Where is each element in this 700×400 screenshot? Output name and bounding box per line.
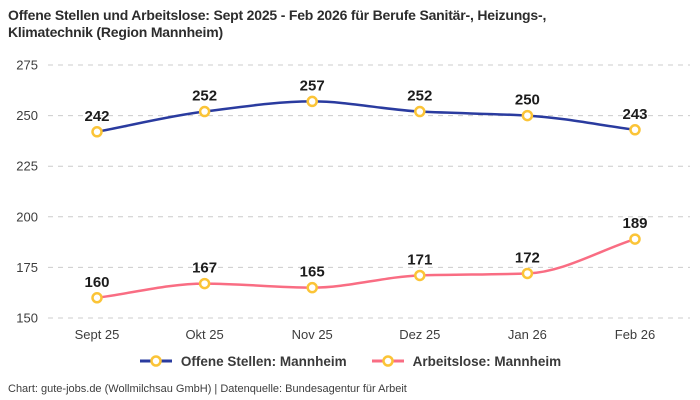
value-label: 242 [84, 108, 109, 125]
legend-label-offene-stellen: Offene Stellen: Mannheim [180, 353, 347, 369]
data-point-marker[interactable] [198, 277, 211, 290]
data-point-marker[interactable] [414, 269, 426, 282]
legend-line-marker-icon [371, 355, 404, 367]
value-label: 171 [407, 252, 432, 269]
value-label: 252 [407, 88, 432, 105]
x-tick-label: Jan 26 [508, 327, 547, 342]
value-label: 250 [515, 92, 540, 109]
value-label: 165 [300, 264, 325, 281]
line-chart-plot: 150 175 200 225 250 275 Sept 25 Okt 25 Nov 25 Dez… [16, 58, 690, 342]
data-point-marker[interactable] [91, 126, 103, 138]
x-tick-label: Sept 25 [75, 327, 120, 342]
y-tick-label: 225 [16, 159, 38, 174]
value-label: 160 [84, 274, 109, 291]
chart-attribution: Chart: gute-jobs.de (Wollmilchsau GmbH) … [8, 383, 407, 395]
data-point-marker[interactable] [521, 110, 534, 122]
chart-title-line2: Klimatechnik (Region Mannheim) [8, 24, 223, 41]
value-label: 252 [192, 88, 217, 105]
legend-item-offene-stellen[interactable]: Offene Stellen: Mannheim [139, 354, 347, 369]
value-label: 172 [515, 250, 540, 267]
data-point-marker[interactable] [629, 233, 641, 245]
data-point-marker[interactable] [306, 95, 318, 108]
series-line-1 [95, 237, 637, 300]
data-point-marker[interactable] [521, 267, 534, 280]
data-point-marker[interactable] [414, 105, 426, 118]
chart-title-line1: Offene Stellen und Arbeitslose: Sept 202… [8, 7, 547, 23]
y-tick-label: 175 [16, 260, 38, 275]
value-label: 167 [192, 260, 217, 277]
data-point-marker[interactable] [198, 105, 211, 118]
x-tick-label: Okt 25 [185, 327, 223, 342]
x-tick-label: Dez 25 [399, 327, 440, 342]
y-tick-label: 150 [16, 311, 38, 326]
chart-legend: Offene Stellen: Mannheim Arbeitslose: Ma… [0, 351, 700, 371]
y-tick-label: 250 [16, 108, 38, 123]
data-point-marker[interactable] [91, 292, 103, 304]
chart-title: Offene Stellen und Arbeitslose: Sept 202… [0, 0, 700, 41]
y-tick-label: 275 [16, 58, 38, 73]
value-label: 257 [300, 78, 325, 95]
legend-label-arbeitslose: Arbeitslose: Mannheim [412, 353, 562, 369]
y-tick-label: 200 [16, 209, 38, 224]
value-label: 243 [622, 106, 647, 123]
legend-item-arbeitslose[interactable]: Arbeitslose: Mannheim [371, 353, 562, 369]
data-point-marker[interactable] [629, 124, 641, 136]
legend-line-marker-icon [139, 355, 172, 367]
x-tick-label: Nov 25 [292, 327, 333, 342]
data-point-marker[interactable] [306, 282, 318, 294]
series-line-0 [95, 100, 637, 134]
value-label: 189 [622, 215, 647, 232]
x-tick-label: Feb 26 [615, 327, 655, 342]
